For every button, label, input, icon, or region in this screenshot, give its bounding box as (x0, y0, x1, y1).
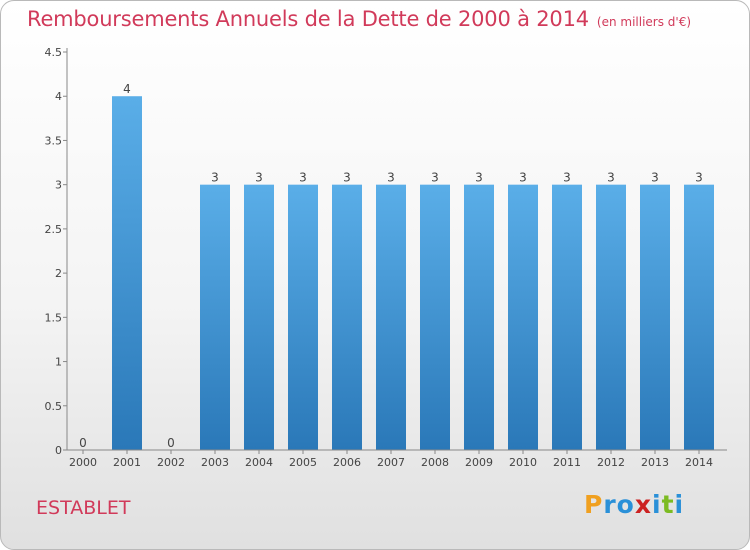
bar-2001 (112, 96, 142, 450)
y-tick-label: 4 (55, 90, 62, 103)
logo-letter: x (634, 490, 652, 519)
logo-letter: i (674, 490, 685, 519)
data-label-2002: 0 (167, 436, 175, 450)
logo-letter: r (603, 490, 617, 519)
logo-letter: o (616, 490, 635, 519)
bar-2012 (596, 184, 626, 450)
bar-2004 (244, 184, 274, 450)
data-label-2013: 3 (651, 171, 659, 185)
y-tick-label: 2.5 (45, 223, 63, 236)
data-label-2006: 3 (343, 171, 351, 185)
bar-2008 (420, 184, 450, 450)
x-tick-label-2010: 2010 (509, 456, 537, 469)
proxiti-logo: Proxiti (584, 490, 684, 519)
y-tick-label: 0 (55, 444, 62, 457)
x-tick-label-2008: 2008 (421, 456, 449, 469)
x-tick-label-2012: 2012 (597, 456, 625, 469)
chart-title: Remboursements Annuels de la Dette de 20… (27, 7, 691, 31)
data-label-2003: 3 (211, 171, 219, 185)
y-tick-label: 4.5 (45, 46, 63, 59)
bar-2007 (376, 184, 406, 450)
x-tick-label-2009: 2009 (465, 456, 493, 469)
x-tick-label-2006: 2006 (333, 456, 361, 469)
data-label-2012: 3 (607, 171, 615, 185)
data-label-2014: 3 (695, 171, 703, 185)
data-label-2004: 3 (255, 171, 263, 185)
data-label-2001: 4 (123, 82, 131, 96)
data-label-2011: 3 (563, 171, 571, 185)
bar-2005 (288, 184, 318, 450)
y-tick-label: 1.5 (45, 311, 63, 324)
bar-2003 (200, 184, 230, 450)
commune-name: ESTABLET (36, 497, 131, 519)
x-tick-label-2001: 2001 (113, 456, 141, 469)
bars-layer (112, 96, 714, 450)
bar-2009 (464, 184, 494, 450)
x-tick-label-2003: 2003 (201, 456, 229, 469)
data-label-2008: 3 (431, 171, 439, 185)
y-tick-label: 0.5 (45, 400, 63, 413)
bar-2006 (332, 184, 362, 450)
data-label-2005: 3 (299, 171, 307, 185)
logo-letter: P (584, 490, 604, 519)
x-tick-label-2011: 2011 (553, 456, 581, 469)
x-tick-label-2002: 2002 (157, 456, 185, 469)
data-label-2010: 3 (519, 171, 527, 185)
x-tick-label-2005: 2005 (289, 456, 317, 469)
y-tick-label: 1 (55, 356, 62, 369)
x-tick-label-2013: 2013 (641, 456, 669, 469)
data-label-2007: 3 (387, 171, 395, 185)
labels-layer: 0 0.5 1 1.5 2 2.5 3 3.5 4 4.5 0 2000 4 2001 0 2002 3 2003… (45, 46, 714, 469)
y-tick-label: 3 (55, 179, 62, 192)
x-tick-label-2014: 2014 (685, 456, 713, 469)
y-tick-label: 3.5 (45, 134, 63, 147)
bar-2011 (552, 184, 582, 450)
bar-2013 (640, 184, 670, 450)
axis-layer (63, 48, 727, 454)
x-tick-label-2004: 2004 (245, 456, 273, 469)
y-tick-label: 2 (55, 267, 62, 280)
logo-letter: i (652, 490, 662, 519)
x-tick-label-2000: 2000 (69, 456, 97, 469)
bar-2014 (684, 184, 714, 450)
chart-title-unit: (en milliers d'€) (596, 15, 692, 29)
logo-letter: t (661, 490, 675, 519)
bar-2010 (508, 184, 538, 450)
data-label-2009: 3 (475, 171, 483, 185)
chart-title-main: Remboursements Annuels de la Dette de 20… (27, 7, 589, 31)
data-label-2000: 0 (79, 436, 87, 450)
x-tick-label-2007: 2007 (377, 456, 405, 469)
